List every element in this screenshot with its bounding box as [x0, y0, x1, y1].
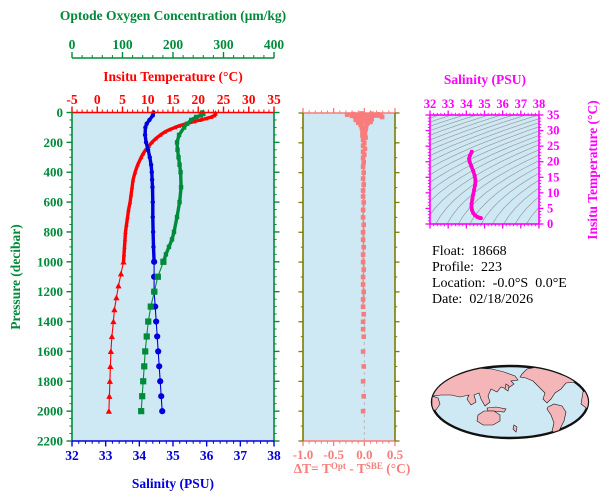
float-value: 18668 — [471, 244, 507, 259]
svg-text:300: 300 — [213, 37, 234, 52]
pressure-axis: 0 200 400 600 800 1000 1200 1400 1600 1800 2000 220… — [37, 105, 280, 449]
svg-text:32: 32 — [424, 97, 437, 111]
float-id-line: Float: 18668 — [432, 244, 507, 260]
svg-text:30: 30 — [242, 92, 256, 107]
temperature-axis-title: Insitu Temperature (°C) — [103, 69, 243, 84]
float-label: Float: — [432, 244, 465, 259]
svg-text:37: 37 — [515, 97, 528, 111]
svg-text:0: 0 — [69, 37, 76, 52]
svg-text:1000: 1000 — [37, 254, 63, 269]
oxygen-axis: 0 100 200 300 400 — [69, 37, 285, 59]
ts-profile-curve — [467, 149, 483, 221]
svg-text:34: 34 — [460, 97, 473, 111]
date-line: Date: 02/18/2026 — [432, 292, 533, 308]
svg-text:20: 20 — [192, 92, 206, 107]
svg-text:200: 200 — [44, 135, 64, 150]
delta-t-title-mid: - T — [345, 461, 366, 476]
delta-t-title-sup-sbe: SBE — [365, 461, 383, 471]
svg-text:35: 35 — [478, 97, 491, 111]
svg-text:1600: 1600 — [37, 344, 63, 359]
svg-text:37: 37 — [234, 448, 248, 463]
svg-text:100: 100 — [112, 37, 133, 52]
svg-text:0.5: 0.5 — [387, 447, 404, 462]
svg-text:400: 400 — [264, 37, 285, 52]
ts-temperature-axis-title: Insitu Temperature (°C) — [585, 100, 600, 240]
salinity-axis: 32 33 34 35 36 37 38 — [65, 440, 281, 463]
svg-text:0.0: 0.0 — [356, 447, 372, 462]
svg-text:25: 25 — [547, 139, 560, 153]
svg-text:15: 15 — [547, 170, 560, 184]
delta-t-axes: -1.0 -0.5 0.0 0.5 — [293, 108, 404, 462]
svg-text:800: 800 — [44, 224, 64, 239]
svg-text:35: 35 — [547, 108, 560, 122]
svg-text:25: 25 — [217, 92, 231, 107]
pressure-axis-title: Pressure (decibar) — [8, 224, 23, 330]
oxygen-curve — [138, 110, 206, 415]
svg-text:2200: 2200 — [37, 434, 63, 449]
location-value: -0.0°S 0.0°E — [492, 276, 567, 291]
svg-text:36: 36 — [200, 448, 214, 463]
date-value: 02/18/2026 — [469, 292, 534, 307]
salinity-curve — [142, 110, 166, 415]
svg-text:5: 5 — [547, 201, 553, 215]
svg-text:32: 32 — [65, 448, 79, 463]
world-map — [430, 364, 590, 440]
svg-text:5: 5 — [119, 92, 126, 107]
profile-label: Profile: — [432, 260, 474, 275]
svg-text:30: 30 — [547, 124, 560, 138]
svg-text:33: 33 — [442, 97, 455, 111]
profile-value: 223 — [481, 260, 502, 275]
svg-text:36: 36 — [496, 97, 509, 111]
svg-text:-5: -5 — [66, 92, 77, 107]
delta-t-panel-background — [303, 113, 395, 441]
delta-t-title-prefix: ΔT= T — [293, 461, 331, 476]
svg-text:1800: 1800 — [37, 374, 63, 389]
svg-text:10: 10 — [141, 92, 155, 107]
svg-text:34: 34 — [133, 448, 147, 463]
delta-t-series — [344, 111, 385, 414]
svg-text:15: 15 — [166, 92, 180, 107]
temperature-axis: -5 0 5 10 15 20 25 30 35 — [66, 92, 281, 114]
svg-text:0: 0 — [547, 217, 553, 231]
delta-t-title-suffix: (°C) — [382, 461, 411, 476]
svg-text:1400: 1400 — [37, 314, 63, 329]
svg-text:35: 35 — [267, 92, 281, 107]
svg-text:38: 38 — [533, 97, 546, 111]
svg-text:2000: 2000 — [37, 404, 63, 419]
salinity-axis-title: Salinity (PSU) — [131, 476, 215, 491]
svg-text:200: 200 — [163, 37, 184, 52]
svg-text:400: 400 — [44, 165, 64, 180]
main-panel-background — [72, 112, 274, 441]
ts-salinity-axis-title: Salinity (PSU) — [443, 72, 527, 87]
svg-text:-1.0: -1.0 — [293, 447, 314, 462]
date-label: Date: — [432, 292, 463, 307]
oxygen-axis-title: Optode Oxygen Concentration (μm/kg) — [59, 8, 287, 23]
delta-t-title-sup-opt: Opt — [330, 461, 346, 471]
svg-text:10: 10 — [547, 186, 560, 200]
delta-t-axis-title: ΔT= TOpt - TSBE (°C) — [283, 461, 421, 477]
svg-text:33: 33 — [99, 448, 113, 463]
location-line: Location: -0.0°S 0.0°E — [432, 276, 567, 292]
profile-number-line: Profile: 223 — [432, 260, 502, 276]
svg-text:600: 600 — [44, 195, 64, 210]
svg-text:-0.5: -0.5 — [323, 447, 344, 462]
svg-text:38: 38 — [267, 448, 281, 463]
map-landmasses — [432, 366, 588, 435]
svg-text:35: 35 — [166, 448, 180, 463]
svg-text:20: 20 — [547, 155, 560, 169]
svg-text:0: 0 — [94, 92, 101, 107]
location-label: Location: — [432, 276, 486, 291]
svg-text:0: 0 — [57, 105, 64, 120]
svg-text:1200: 1200 — [37, 284, 63, 299]
ts-panel-background — [430, 115, 539, 224]
